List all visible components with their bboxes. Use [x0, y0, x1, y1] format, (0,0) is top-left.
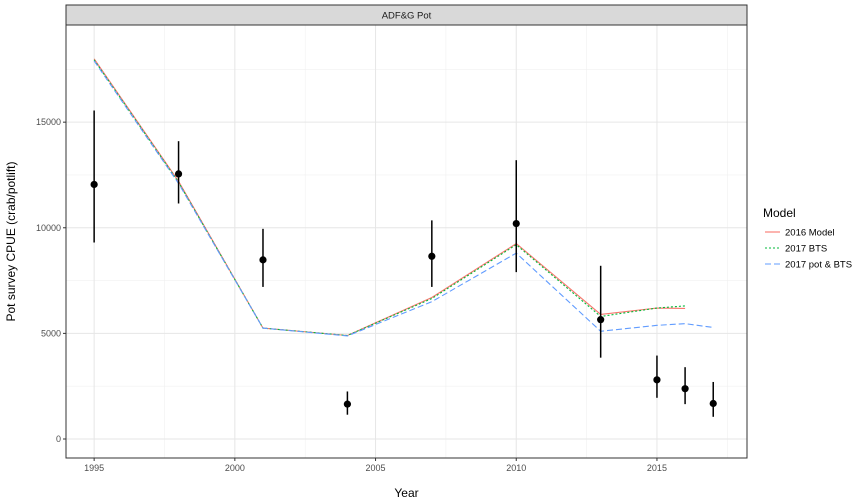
observed-point	[174, 170, 183, 178]
observed-points	[90, 110, 717, 417]
observed-point	[90, 180, 98, 189]
panel-border	[65, 24, 748, 459]
model-series	[93, 58, 714, 337]
series-line-3	[93, 60, 714, 337]
observed-point	[259, 256, 267, 264]
facet-title: ADF&G Pot	[382, 11, 432, 22]
plot-panel	[66, 25, 747, 458]
legend-label-3: 2017 pot & BTS	[785, 260, 852, 271]
legend-title: Model	[763, 206, 796, 220]
x-tick-label: 1995	[84, 463, 104, 473]
x-tick-label: 2015	[647, 463, 667, 473]
observed-point	[597, 316, 605, 324]
x-tick-label: 2000	[225, 463, 245, 473]
y-tick-label: 5000	[41, 328, 61, 338]
facet-strip: ADF&G Pot	[65, 4, 748, 26]
observed-point	[343, 400, 352, 408]
legend: Model 2016 Model 2017 BTS 2017 pot & BTS	[763, 206, 852, 271]
y-tick-label: 10000	[36, 223, 61, 233]
legend-label-2: 2017 BTS	[785, 244, 827, 255]
x-axis-title: Year	[394, 486, 418, 500]
observed-point	[709, 399, 717, 408]
observed-point	[653, 376, 661, 384]
x-tick-label: 2005	[366, 463, 386, 473]
observed-point	[681, 385, 689, 393]
legend-label-1: 2016 Model	[785, 228, 835, 239]
x-tick-label: 2010	[506, 463, 526, 473]
y-tick-label: 0	[56, 434, 61, 444]
series-line-2	[93, 59, 686, 337]
panel-background	[66, 25, 747, 458]
axes: 1995 2000 2005 2010 2015 0 5000 10000 15000	[36, 24, 748, 473]
observed-point	[512, 219, 520, 228]
observed-point	[428, 252, 436, 260]
y-axis-title: Pot survey CPUE (crab/potlift)	[4, 161, 18, 321]
y-tick-label: 15000	[36, 117, 61, 127]
